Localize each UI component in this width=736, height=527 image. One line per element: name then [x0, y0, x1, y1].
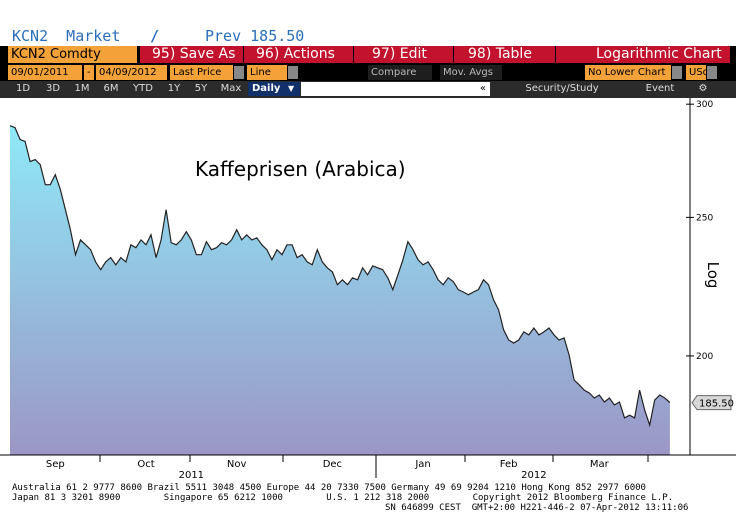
x-tick-label: Sep	[46, 459, 65, 470]
dropdown[interactable]	[707, 66, 717, 79]
settings-icon[interactable]: ⚙	[698, 83, 708, 94]
lower-chart-select[interactable]: No Lower Chart	[585, 65, 671, 80]
range-button[interactable]: YTD	[133, 83, 153, 94]
range-button[interactable]: 1Y	[167, 83, 181, 94]
footer-line: SN 646899 CEST GMT+2:00 H221-446-2 07-Ap…	[385, 503, 688, 513]
year-label: 2012	[521, 470, 546, 481]
x-tick-label: Dec	[323, 459, 342, 470]
currency-select[interactable]: USd	[686, 65, 709, 80]
start-date[interactable]: 09/01/2011	[8, 65, 82, 80]
x-tick-label: Mar	[590, 459, 610, 470]
range-button[interactable]: 3D	[45, 83, 61, 94]
collapse-field[interactable]: «	[301, 82, 490, 96]
y-tick-label: 200	[696, 352, 713, 362]
range-button[interactable]: 6M	[103, 83, 119, 94]
end-date[interactable]: 04/09/2012	[96, 65, 167, 80]
mov-avgs-field[interactable]: Mov. Avgs	[440, 65, 502, 80]
footer-line: Australia 61 2 9777 8600 Brazil 5511 304…	[12, 483, 646, 493]
y-axis-label: Log	[704, 262, 722, 289]
year-label: 2011	[179, 470, 204, 481]
price-line	[9, 125, 671, 428]
dropdown[interactable]	[672, 66, 682, 79]
x-tick-label: Jan	[414, 459, 430, 470]
separator-slash: /	[150, 27, 160, 45]
range-button[interactable]: Max	[220, 83, 242, 94]
actions-button[interactable]: 96) Actions	[246, 46, 354, 63]
x-tick-label: Oct	[137, 459, 154, 470]
chart-mode[interactable]: Logarithmic Chart	[596, 46, 726, 63]
security-field[interactable]: KCN2 Comdty	[8, 46, 137, 63]
range-button[interactable]: 1M	[74, 83, 90, 94]
chart: Kaffeprisen (Arabica) Log Australia 61 2…	[0, 98, 736, 513]
event-button[interactable]: Event	[645, 83, 675, 94]
study-button[interactable]: Security/Study	[525, 83, 599, 94]
field-select[interactable]: Last Price	[170, 65, 233, 80]
dropdown-arrow: ▼	[288, 84, 295, 93]
range-button[interactable]: 5Y	[194, 83, 208, 94]
prev-price: Prev 185.50	[205, 27, 305, 45]
range-button[interactable]: 1D	[15, 83, 31, 94]
last-price-label: 185.50	[699, 399, 734, 410]
table-button[interactable]: 98) Table	[456, 46, 556, 63]
x-tick-label: Nov	[227, 459, 247, 470]
save-button[interactable]: 95) Save As	[146, 46, 244, 63]
y-tick-label: 300	[696, 100, 713, 110]
dropdown[interactable]	[234, 66, 244, 79]
last-price-marker	[691, 395, 732, 411]
compare-field[interactable]: Compare	[368, 65, 432, 80]
price-area	[10, 125, 670, 455]
ticker: KCN2 Market	[12, 27, 121, 45]
chart-title: Kaffeprisen (Arabica)	[195, 157, 406, 181]
x-tick-label: Feb	[500, 459, 518, 470]
y-tick-label: 250	[696, 213, 713, 223]
frequency-select[interactable]: Daily	[248, 82, 300, 96]
style-select[interactable]: Line	[247, 65, 287, 80]
edit-button[interactable]: 97) Edit	[356, 46, 454, 63]
dropdown[interactable]	[288, 66, 298, 79]
date-separator: -	[84, 65, 94, 80]
footer-line: Japan 81 3 3201 8900 Singapore 65 6212 1…	[12, 493, 673, 503]
month-separators	[99, 455, 649, 478]
